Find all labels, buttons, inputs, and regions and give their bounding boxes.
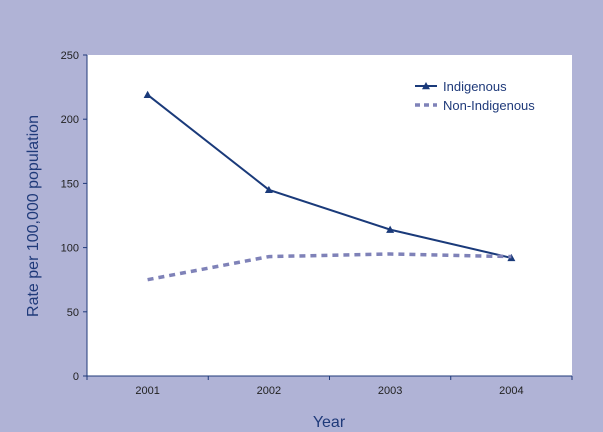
y-tick-label: 150	[61, 178, 79, 190]
x-axis-ticks: 2001 2002 2003 2004	[86, 376, 573, 397]
plot-area	[87, 55, 572, 376]
legend-item-non-indigenous: Non-Indigenous	[415, 98, 535, 113]
data-point	[264, 185, 273, 194]
legend-label: Indigenous	[443, 79, 507, 94]
x-tick-label: 2002	[257, 385, 281, 397]
legend-marker	[422, 82, 430, 90]
legend: Indigenous Non-Indigenous	[415, 79, 535, 113]
y-tick-label: 100	[61, 243, 79, 255]
x-tick-label: 2001	[135, 385, 159, 397]
y-axis-ticks: 0 50 100 150 200 250	[61, 50, 87, 383]
series-line-indigenous	[146, 94, 512, 259]
y-tick-label: 250	[61, 50, 79, 62]
legend-label: Non-Indigenous	[443, 98, 535, 113]
y-tick-label: 200	[61, 114, 79, 126]
y-axis-title: Rate per 100,000 population	[25, 115, 42, 317]
x-axis-title: Year	[313, 414, 346, 431]
legend-item-indigenous: Indigenous	[415, 79, 507, 94]
data-point	[143, 90, 152, 99]
y-tick-label: 0	[73, 371, 79, 383]
x-tick-label: 2004	[499, 385, 523, 397]
series-layer	[143, 90, 516, 282]
y-tick-label: 50	[67, 307, 79, 319]
x-tick-label: 2003	[378, 385, 402, 397]
data-point	[386, 225, 395, 233]
